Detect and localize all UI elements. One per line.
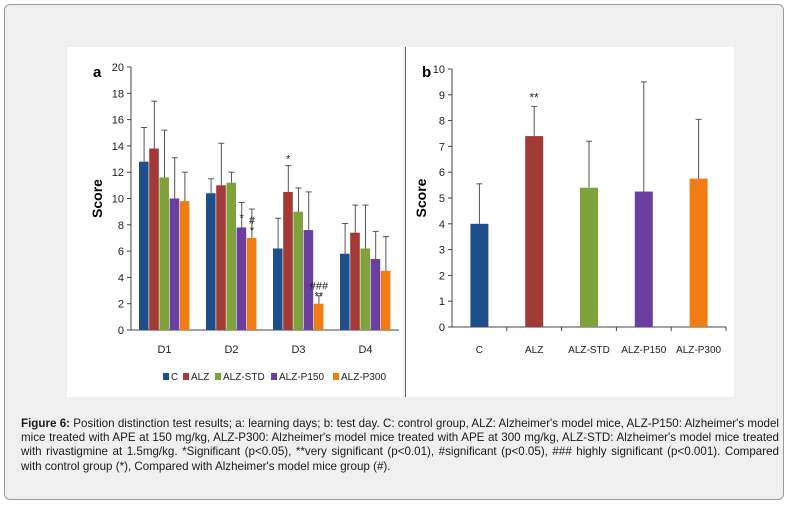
x-tick-label: ALZ-STD: [568, 345, 610, 356]
bar-ALZ-P150: [634, 191, 653, 327]
y-tick-label: 7: [439, 141, 445, 153]
y-tick-label: 9: [439, 90, 445, 102]
x-tick-label: D3: [291, 344, 305, 356]
legend-label-ALZ-STD: ALZ-STD: [223, 372, 265, 383]
x-tick-label: ALZ-P150: [621, 345, 666, 356]
bar-ALZ-P300-D4: [380, 270, 391, 330]
bar-ALZ-P150-D2: [236, 227, 247, 330]
y-tick-label: 10: [433, 64, 445, 76]
bar-C: [470, 223, 489, 327]
y-tick-label: 4: [118, 272, 124, 284]
y-tick-label: 2: [118, 299, 124, 311]
y-tick-label: 6: [118, 246, 124, 258]
bar-ALZ-STD-D2: [226, 182, 236, 330]
legend-label-C: C: [171, 372, 178, 383]
bar-C-D4: [340, 253, 350, 330]
bar-ALZ-P300-D2: [246, 237, 257, 330]
y-tick-label: 14: [112, 141, 124, 153]
y-axis-label: Score: [413, 178, 429, 217]
bar-ALZ-P300-D1: [179, 201, 190, 330]
bar-C-D3: [273, 248, 283, 330]
y-tick-label: 0: [118, 325, 124, 337]
y-tick-label: 10: [112, 194, 124, 206]
x-tick-label: D2: [224, 344, 238, 356]
y-tick-label: 1: [439, 296, 445, 308]
y-tick-label: 6: [439, 167, 445, 179]
significance-mark: *: [286, 154, 291, 166]
figure-caption: Figure 6: Position distinction test resu…: [21, 417, 779, 474]
bar-ALZ-D3: [283, 191, 293, 330]
bar-C-D1: [139, 161, 149, 330]
x-tick-label: C: [476, 345, 483, 356]
bar-ALZ-D2: [216, 185, 226, 330]
bar-ALZ-STD-D1: [159, 177, 169, 330]
figure-frame: a 0 2 4 6 8 10 12 14 16 18 20 Score D1 D2 D3 D4 * * # * ** ###…: [4, 4, 784, 500]
y-tick-label: 3: [439, 245, 445, 257]
bar-ALZ-P150-D1: [169, 198, 180, 330]
panel-label: b: [422, 64, 431, 81]
significance-mark: *: [240, 212, 245, 224]
caption-text: Position distinction test results; a: le…: [21, 417, 779, 473]
bar-ALZ-P150-D4: [370, 258, 381, 330]
bar-ALZ-P300-D3: [313, 303, 324, 330]
bar-ALZ-STD: [580, 187, 598, 327]
bar-ALZ-D1: [149, 148, 159, 330]
bar-ALZ-P300: [689, 178, 708, 327]
significance-mark: #: [249, 215, 256, 227]
chart-b-svg: b 0 1 2 3 4 5 6 7 8 9 10 Score C ALZ ALZ-STD ALZ-P150 ALZ…: [413, 64, 727, 356]
legend-swatch-ALZ-STD: [215, 373, 221, 380]
bar-C-D2: [206, 193, 216, 330]
y-tick-label: 8: [439, 116, 445, 128]
significance-mark: ###: [310, 281, 329, 293]
y-tick-label: 18: [112, 88, 124, 100]
legend-swatch-C: [163, 373, 169, 380]
y-tick-label: 0: [439, 322, 445, 334]
significance-mark: *: [250, 225, 255, 237]
legend-swatch-ALZ-P150: [271, 373, 277, 380]
bar-ALZ-STD-D4: [360, 248, 370, 330]
x-tick-label: ALZ-P300: [676, 345, 721, 356]
x-tick-label: D1: [157, 344, 171, 356]
y-tick-label: 4: [439, 219, 445, 231]
y-tick-label: 5: [439, 193, 445, 205]
bar-ALZ-P150-D3: [303, 230, 314, 330]
bar-ALZ-STD-D3: [293, 211, 303, 330]
y-tick-label: 16: [112, 115, 124, 127]
y-tick-label: 8: [118, 220, 124, 232]
significance-mark: **: [315, 291, 324, 303]
bar-ALZ-D4: [350, 232, 360, 330]
legend-swatch-ALZ-P300: [333, 373, 339, 380]
legend-label-ALZ-P300: ALZ-P300: [341, 372, 386, 383]
x-tick-label: ALZ: [525, 345, 543, 356]
legend-label-ALZ: ALZ: [191, 372, 209, 383]
chart-panel-b: b 0 1 2 3 4 5 6 7 8 9 10 Score C ALZ ALZ-STD ALZ-P150 ALZ…: [405, 47, 734, 397]
caption-label: Figure 6:: [21, 417, 71, 430]
bar-ALZ: [525, 136, 544, 327]
panel-label: a: [93, 64, 102, 81]
significance-mark: **: [530, 90, 540, 104]
y-tick-label: 12: [112, 167, 124, 179]
y-tick-label: 2: [439, 270, 445, 282]
x-tick-label: D4: [358, 344, 372, 356]
y-tick-label: 20: [112, 62, 124, 74]
y-axis-label: Score: [89, 179, 105, 218]
legend-swatch-ALZ: [183, 373, 189, 380]
legend-label-ALZ-P150: ALZ-P150: [279, 372, 324, 383]
chart-panel-a: a 0 2 4 6 8 10 12 14 16 18 20 Score D1 D2 D3 D4 * * # * ** ###…: [67, 47, 403, 397]
